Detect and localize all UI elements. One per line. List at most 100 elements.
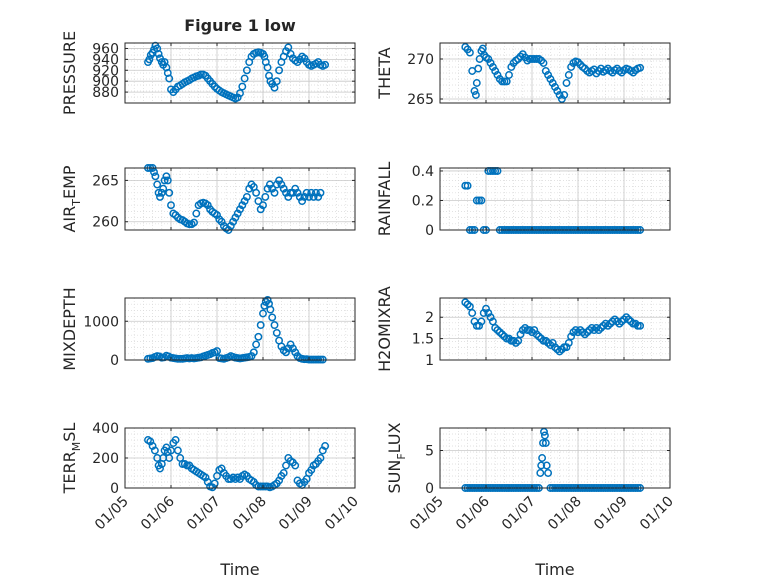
data-point — [538, 454, 547, 462]
data-point — [162, 172, 171, 181]
data-point — [270, 321, 279, 330]
series-h2omixra — [461, 298, 645, 356]
panel-air-temp: 260 265 AIRTEMP — [60, 164, 356, 234]
data-point — [613, 317, 622, 326]
x-tick-label: 01/05 — [92, 494, 132, 534]
data-point — [165, 74, 174, 83]
x-axis-label-right: Time — [534, 560, 574, 579]
data-point — [254, 332, 263, 341]
data-point — [474, 64, 483, 73]
data-point — [484, 309, 493, 317]
y-axis-label: H2OMIXRA — [375, 286, 394, 372]
data-point — [291, 184, 300, 193]
y-tick-label: 1000 — [83, 314, 119, 330]
data-point — [288, 344, 297, 353]
data-point — [562, 79, 571, 87]
panel-rainfall: 0 0.2 0.4 RAINFALL — [375, 162, 671, 239]
data-point — [252, 188, 261, 197]
data-point — [284, 192, 293, 201]
x-tick-label: 01/05 — [407, 494, 447, 534]
data-point — [555, 91, 564, 99]
axes-box — [439, 297, 671, 361]
data-point — [463, 181, 472, 190]
data-point — [150, 168, 158, 177]
data-point — [321, 442, 330, 450]
data-point — [540, 427, 548, 436]
y-tick-label: 265 — [407, 92, 434, 108]
tick-marks — [124, 298, 356, 361]
data-point — [145, 55, 154, 64]
data-point — [159, 184, 168, 193]
data-point — [153, 180, 162, 189]
y-tick-label: 960 — [92, 41, 119, 57]
data-point — [154, 49, 163, 58]
data-point — [275, 176, 284, 185]
tick-marks — [439, 43, 671, 103]
x-tick-label: 01/08 — [545, 494, 585, 534]
data-point — [300, 192, 309, 201]
y-tick-label: 880 — [92, 85, 119, 101]
data-point — [150, 446, 159, 455]
data-point — [537, 461, 546, 470]
data-point — [542, 461, 551, 470]
panel-h2omixra: 1 1.5 2 H2OMIXRA — [375, 286, 671, 372]
data-point — [636, 321, 645, 330]
axes-box — [439, 42, 671, 104]
data-point — [493, 71, 502, 79]
y-axis-label: THETA — [375, 47, 394, 99]
data-point — [539, 59, 548, 67]
data-point — [263, 184, 272, 193]
y-axis-label: RAINFALL — [375, 162, 394, 237]
x-tick-label: 01/09 — [591, 494, 631, 534]
data-point — [245, 184, 254, 193]
series-terr-msl — [144, 436, 330, 492]
data-point — [272, 77, 281, 86]
y-axis-label: MIXDEPTH — [60, 287, 79, 370]
data-point — [263, 295, 272, 304]
data-point — [636, 63, 645, 72]
data-point — [263, 63, 272, 72]
data-point — [465, 48, 474, 57]
data-point — [236, 89, 244, 98]
y-axis-label: TERRMSL — [60, 423, 83, 495]
data-point — [240, 197, 249, 206]
data-point — [229, 217, 238, 226]
data-point — [282, 348, 290, 357]
y-tick-label: 0.2 — [412, 193, 434, 209]
data-point — [238, 201, 247, 210]
data-point — [156, 464, 164, 473]
data-point — [564, 71, 573, 79]
data-point — [507, 63, 516, 71]
x-tick-label: 01/06 — [453, 493, 493, 533]
data-point — [590, 326, 599, 335]
tick-marks — [124, 168, 356, 230]
figure-title: Figure 1 low — [184, 16, 296, 35]
data-point — [286, 340, 295, 349]
data-point — [592, 323, 601, 332]
data-point — [252, 340, 261, 349]
x-tick-label: 01/06 — [138, 493, 178, 533]
data-point — [307, 188, 316, 197]
y-tick-label: 0 — [425, 223, 434, 239]
data-point — [203, 201, 212, 210]
x-tick-label: 01/10 — [322, 494, 362, 534]
data-point — [210, 479, 219, 488]
data-point — [546, 75, 555, 83]
data-point — [585, 326, 594, 335]
y-tick-label: 0 — [425, 481, 434, 497]
data-point — [477, 317, 486, 326]
data-point — [268, 184, 277, 193]
y-tick-label: 260 — [92, 215, 119, 231]
data-point — [284, 344, 293, 353]
data-point — [279, 184, 288, 193]
data-point — [190, 218, 198, 227]
data-point — [171, 436, 180, 444]
data-point — [167, 201, 175, 210]
data-point — [622, 313, 631, 322]
data-point — [163, 176, 172, 185]
series-mixdepth — [144, 295, 327, 364]
x-tick-label: 01/07 — [499, 494, 539, 534]
y-tick-label: 265 — [92, 173, 119, 189]
